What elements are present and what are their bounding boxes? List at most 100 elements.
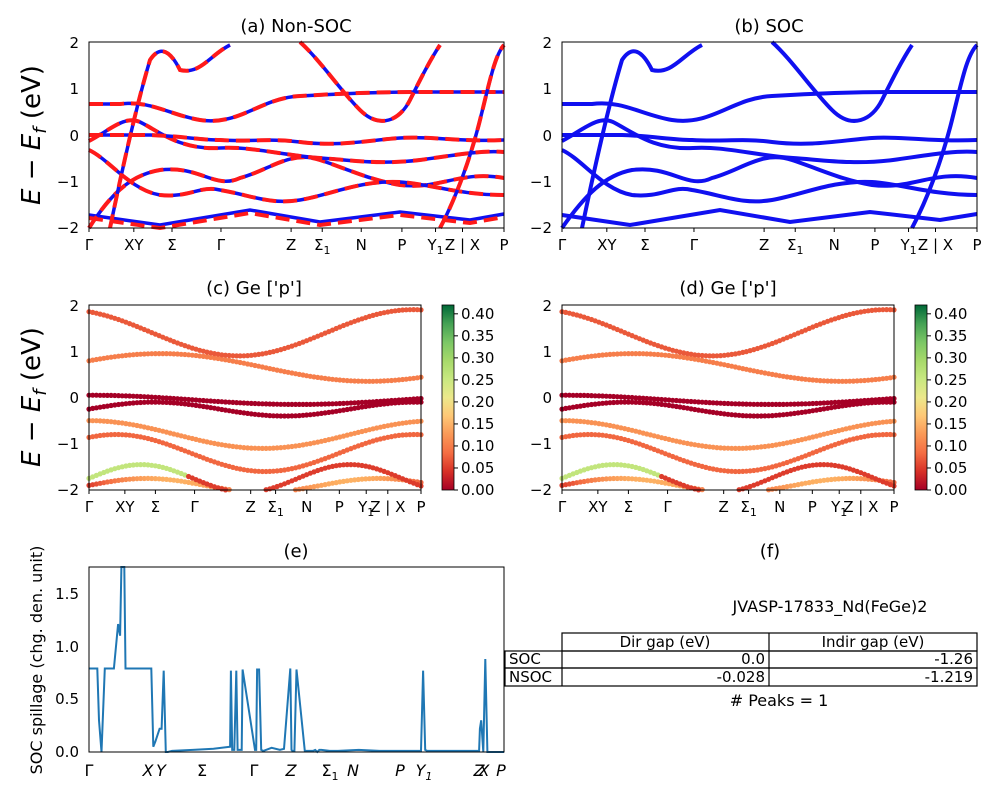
- projection-dot: [374, 378, 380, 384]
- table-cell: -0.028: [717, 668, 765, 686]
- svg-text:0.0: 0.0: [55, 743, 79, 761]
- projection-dot: [108, 392, 114, 398]
- projection-dot: [208, 398, 214, 404]
- projection-dot: [112, 392, 118, 399]
- projection-dot: [259, 468, 265, 475]
- projection-dot: [237, 353, 243, 359]
- kpath-tick-label: Z: [759, 236, 769, 254]
- projection-dot: [127, 393, 133, 399]
- projection-dot: [411, 431, 417, 438]
- projection-dot: [141, 399, 147, 405]
- projection-dot: [762, 401, 768, 407]
- panel-a-title: (a) Non-SOC: [240, 16, 351, 37]
- table-header-dir: Dir gap (eV): [620, 633, 711, 651]
- panel-b-plot: [560, 40, 979, 230]
- svg-text:Y: Y: [156, 761, 167, 780]
- projection-dot: [762, 413, 768, 419]
- projection-dot: [363, 378, 369, 384]
- projection-dot: [385, 398, 391, 404]
- panel-d-yticks: 2 1 0 −1 −2: [530, 297, 552, 499]
- projection-dot: [577, 432, 584, 438]
- projection-dot: [152, 351, 158, 357]
- svg-text:Σ: Σ: [197, 761, 207, 780]
- projection-dot: [256, 401, 262, 407]
- kpath-tick-label: Z | X: [445, 236, 480, 254]
- projection-dot: [854, 475, 860, 482]
- projection-dot: [171, 400, 177, 406]
- projection-dot: [90, 392, 96, 398]
- projection-dot: [611, 399, 617, 406]
- projection-dot: [241, 400, 247, 406]
- projection-dot: [178, 396, 184, 402]
- projection-dot: [315, 401, 321, 407]
- projection-dot: [189, 397, 195, 403]
- projection-dot: [160, 351, 166, 357]
- projection-dot: [256, 468, 262, 474]
- kpath-tick-label: P: [889, 498, 898, 516]
- projection-dot: [622, 475, 628, 482]
- projection-dot: [766, 413, 772, 419]
- kpath-tick-label: P: [499, 236, 508, 254]
- colorbar-tick: 0.20: [934, 393, 967, 411]
- projection-dot: [355, 378, 361, 384]
- projection-dot: [115, 431, 122, 438]
- projection-dot: [821, 462, 827, 468]
- projection-dot: [736, 445, 742, 451]
- projection-dot: [252, 445, 258, 451]
- projection-dot: [832, 378, 838, 384]
- kpath-tick-label: Y1: [426, 236, 443, 257]
- projection-dot: [736, 401, 742, 407]
- projection-dot: [751, 401, 757, 407]
- projection-dot: [858, 476, 864, 482]
- kpath-tick-label: Z | X: [918, 236, 953, 254]
- projection-dot: [274, 401, 280, 407]
- projection-dot: [344, 462, 350, 468]
- projection-dot: [758, 413, 764, 419]
- projection-dot: [828, 378, 834, 384]
- projection-dot: [130, 476, 136, 482]
- panel-e-title: (e): [283, 541, 308, 562]
- kpath-tick-label: Y1: [899, 236, 916, 257]
- projection-dot: [780, 401, 786, 407]
- projection-dot: [245, 353, 251, 359]
- projection-dot: [414, 307, 420, 313]
- kpath-tick-label: Γ: [558, 236, 567, 254]
- projection-dot: [171, 351, 177, 357]
- table-cell: 0.0: [741, 650, 765, 668]
- projection-dot: [403, 396, 409, 403]
- svg-text:2: 2: [542, 297, 552, 315]
- projection-dot: [747, 401, 753, 407]
- projection-dot: [743, 445, 750, 451]
- projection-dot: [388, 377, 395, 384]
- projection-dot: [359, 378, 365, 384]
- projection-dot: [813, 400, 820, 406]
- projection-dot: [847, 378, 853, 384]
- projection-dot: [293, 401, 299, 407]
- panel-e-ylabel: SOC spillage (chg. den. unit): [27, 546, 46, 775]
- projection-dot: [769, 401, 775, 407]
- svg-text:N: N: [347, 761, 359, 780]
- projection-dot: [825, 400, 831, 406]
- panel-c-ylabel: E − Ef (eV): [17, 327, 51, 467]
- projection-dot: [130, 393, 136, 399]
- projection-dot: [145, 351, 151, 357]
- colorbar-tick: 0.10: [461, 437, 494, 455]
- kpath-tick-label: Σ: [624, 498, 633, 516]
- svg-text:P: P: [395, 761, 405, 780]
- panel-f-title: (f): [760, 541, 780, 562]
- kpath-tick-label: Γ: [190, 498, 199, 516]
- projection-dot: [788, 401, 794, 407]
- projection-dot: [285, 413, 291, 419]
- projection-dot: [791, 401, 798, 407]
- projection-dot: [566, 418, 573, 424]
- projection-dot: [581, 392, 587, 398]
- projection-dot: [163, 351, 170, 357]
- projection-dot: [836, 476, 842, 482]
- projection-dot: [784, 401, 790, 407]
- kpath-tick-label: Σ1: [267, 498, 283, 519]
- table-cell: -1.26: [934, 650, 973, 668]
- projection-dot: [636, 399, 643, 405]
- projection-dot: [145, 394, 151, 400]
